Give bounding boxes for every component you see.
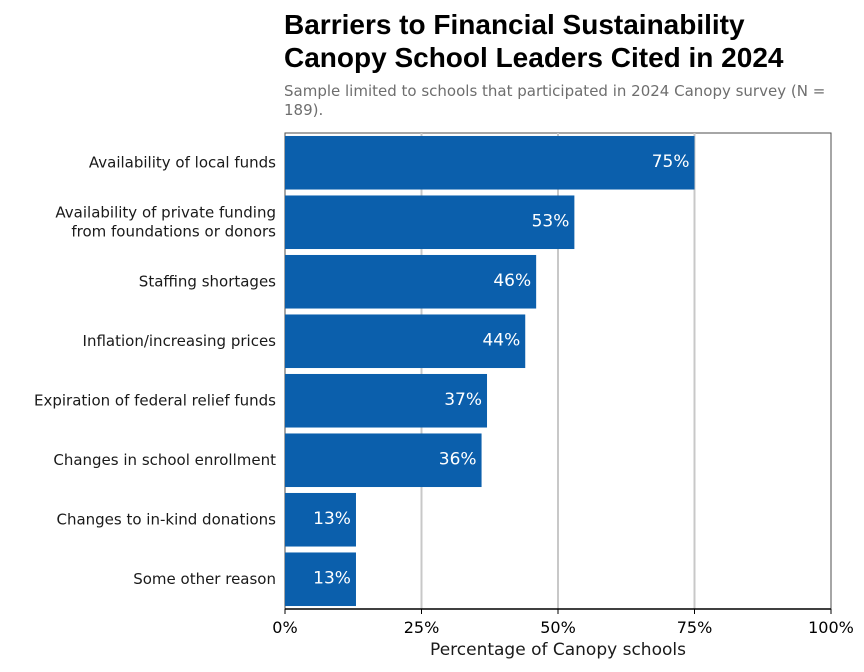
- x-tick-label: 75%: [677, 618, 713, 637]
- category-label: Inflation/increasing prices: [83, 332, 277, 350]
- bar-value-label: 53%: [532, 211, 570, 231]
- category-label: Some other reason: [133, 570, 276, 588]
- bar: [285, 135, 695, 190]
- x-axis-title: Percentage of Canopy schools: [430, 640, 686, 660]
- bar: [285, 314, 526, 369]
- bar-value-label: 36%: [439, 449, 477, 469]
- bars: 75% 53% 46% 44% 37% 36% 13% 13%: [285, 135, 695, 607]
- bar: [285, 195, 575, 250]
- x-tick-label: 25%: [404, 618, 440, 637]
- chart-title-line-2: Canopy School Leaders Cited in 2024: [284, 42, 784, 73]
- category-label: Availability of local funds: [89, 153, 276, 171]
- x-tick-label: 0%: [272, 618, 297, 637]
- category-label: Availability of private funding from foun…: [55, 203, 276, 240]
- x-tick-label: 50%: [540, 618, 576, 637]
- bar-value-label: 44%: [482, 330, 520, 350]
- category-label: Staffing shortages: [139, 272, 276, 290]
- category-label: Changes in school enrollment: [53, 451, 276, 469]
- category-label: Expiration of federal relief funds: [34, 391, 276, 409]
- bar: [285, 552, 356, 607]
- bar: [285, 373, 488, 428]
- bar: [285, 433, 482, 488]
- category-labels: Availability of local funds Availability …: [34, 153, 276, 588]
- bar-value-label: 37%: [444, 390, 482, 410]
- category-label: Changes to in-kind donations: [56, 510, 276, 528]
- bar-value-label: 75%: [652, 152, 690, 172]
- chart-title-line-1: Barriers to Financial Sustainability: [284, 9, 745, 40]
- bar: [285, 492, 356, 547]
- bar: [285, 254, 537, 309]
- bar-value-label: 46%: [493, 271, 531, 291]
- bar-value-label: 13%: [313, 568, 351, 588]
- chart-subtitle: Sample limited to schools that participa…: [284, 82, 826, 119]
- x-axis-ticks: 0% 25% 50% 75% 100%: [272, 609, 854, 637]
- x-tick-label: 100%: [808, 618, 854, 637]
- bar-value-label: 13%: [313, 509, 351, 529]
- chart-title: Barriers to Financial Sustainability Can…: [284, 8, 783, 74]
